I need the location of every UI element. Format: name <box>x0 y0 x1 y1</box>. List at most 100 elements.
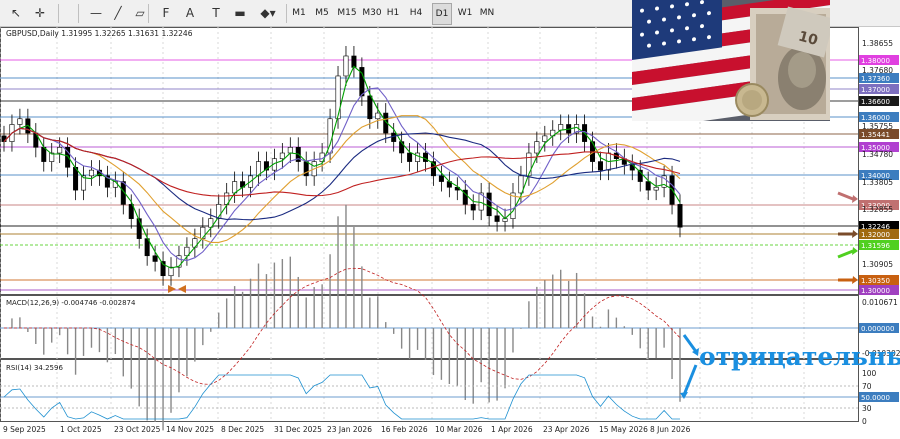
candle-body <box>407 152 413 162</box>
candle-body <box>279 152 285 160</box>
timeframe-h1[interactable]: H1 <box>386 8 400 18</box>
annotation-arrow-head <box>680 392 688 399</box>
candle-body <box>526 152 532 177</box>
price-label: 1.31596 <box>861 242 890 250</box>
time-axis-label: 31 Dec 2025 <box>274 425 322 434</box>
candle-body <box>17 118 23 125</box>
macd-label-box <box>859 323 899 333</box>
macd-label: 0.000000 <box>861 325 894 333</box>
price-label: 1.32246 <box>861 223 890 231</box>
time-axis-label: 23 Oct 2025 <box>114 425 161 434</box>
toolbar-separator <box>78 4 79 23</box>
price-label: 1.35000 <box>861 144 890 152</box>
candle-body <box>57 147 63 154</box>
price-label: 1.34000 <box>861 172 890 180</box>
price-label-box <box>859 275 899 285</box>
horizontal-line-icon[interactable]: — <box>90 6 102 20</box>
macd-tick: 0.010671 <box>862 298 898 307</box>
candle-body <box>534 141 540 154</box>
price-label: 1.30000 <box>861 287 890 295</box>
annotation-arrow <box>682 334 699 354</box>
time-axis-label: 10 Mar 2026 <box>435 425 483 434</box>
shapes-icon[interactable]: ◆▾ <box>260 6 276 20</box>
macd-tick: -0.010302 <box>862 349 900 358</box>
candle-body <box>542 135 548 142</box>
toolbar-separator <box>286 4 287 23</box>
channel-icon[interactable]: ▱ <box>135 6 145 20</box>
timeframe-d1[interactable]: D1 <box>432 3 452 25</box>
candle-body <box>391 132 397 142</box>
text-icon[interactable]: A <box>185 6 195 20</box>
candle-body <box>81 175 87 191</box>
candle-body <box>65 147 71 168</box>
time-axis-label: 8 Dec 2025 <box>221 425 264 434</box>
candle-body <box>128 204 134 219</box>
price-tick: 1.38655 <box>862 39 893 48</box>
rsi-label-box <box>859 392 899 402</box>
timeframe-m1[interactable]: M1 <box>292 8 306 18</box>
time-axis-label: 23 Jan 2026 <box>327 425 372 434</box>
timeframe-m5[interactable]: M5 <box>315 8 329 18</box>
moving-average-line <box>3 87 681 262</box>
price-label-box <box>859 84 899 94</box>
annotation-arrow-head <box>692 348 699 356</box>
fibonacci-icon[interactable]: F <box>162 6 170 20</box>
timeframe-mn[interactable]: MN <box>479 8 495 18</box>
timeframe-w1[interactable]: W1 <box>457 8 473 18</box>
price-label: 1.38000 <box>861 57 890 65</box>
price-label-box <box>859 96 899 106</box>
moving-average-line <box>3 115 681 243</box>
candle-body <box>645 181 651 191</box>
rsi-tick: 30 <box>862 404 872 413</box>
candle-body <box>208 218 214 228</box>
level-arrow-head <box>852 247 858 255</box>
price-label: 1.37000 <box>861 86 890 94</box>
price-label: 1.36000 <box>861 114 890 122</box>
level-arrow-head <box>852 195 858 203</box>
candle-body <box>661 175 667 188</box>
moving-average-line <box>3 65 681 269</box>
low-markers <box>168 285 186 293</box>
candle-body <box>335 75 341 120</box>
price-label: 1.32000 <box>861 231 890 239</box>
price-tick: 1.35755 <box>862 122 893 131</box>
candle-body <box>136 218 142 239</box>
price-label-box <box>859 55 899 65</box>
toolbar-separator <box>58 4 59 23</box>
candle-body <box>152 255 158 262</box>
candle-body <box>160 261 166 277</box>
cursor-icon[interactable]: ↖ <box>10 6 22 20</box>
rsi-tick: 70 <box>862 382 872 391</box>
price-label: 1.30350 <box>861 277 890 285</box>
price-label-box <box>859 229 899 239</box>
time-axis-label: 23 Apr 2026 <box>543 425 590 434</box>
timeframe-h4[interactable]: H4 <box>409 8 423 18</box>
candle-body <box>423 152 429 162</box>
time-axis-label: 15 May 2026 <box>599 425 648 434</box>
candle-body <box>430 161 436 177</box>
svg-text:10: 10 <box>797 29 820 50</box>
price-tick: 1.37680 <box>862 66 893 75</box>
time-axis-label: 14 Nov 2025 <box>166 425 214 434</box>
candle-body <box>518 175 524 194</box>
crosshair-icon[interactable]: ✛ <box>34 6 46 20</box>
candle-body <box>486 192 492 217</box>
price-label-box <box>859 129 899 139</box>
rectangle-icon[interactable]: ▬ <box>234 6 246 20</box>
trend-line-icon[interactable]: ╱ <box>114 6 122 20</box>
timeframe-m15[interactable]: M15 <box>337 8 357 18</box>
timeframe-m30[interactable]: M30 <box>362 8 382 18</box>
candle-body <box>176 255 182 268</box>
currency-flag-image: 10 <box>632 0 830 121</box>
macd-pane <box>0 295 859 359</box>
label-icon[interactable]: T <box>212 6 220 20</box>
candle-body <box>462 189 468 205</box>
rsi-tick: 0 <box>862 417 867 426</box>
macd-signal-line <box>4 267 681 385</box>
rsi-pane <box>0 359 859 422</box>
rsi-line <box>3 374 680 420</box>
price-label: 1.37360 <box>861 75 890 83</box>
candle-body <box>351 55 357 68</box>
candle-body <box>168 266 174 277</box>
time-axis-label: 9 Sep 2025 <box>3 425 46 434</box>
